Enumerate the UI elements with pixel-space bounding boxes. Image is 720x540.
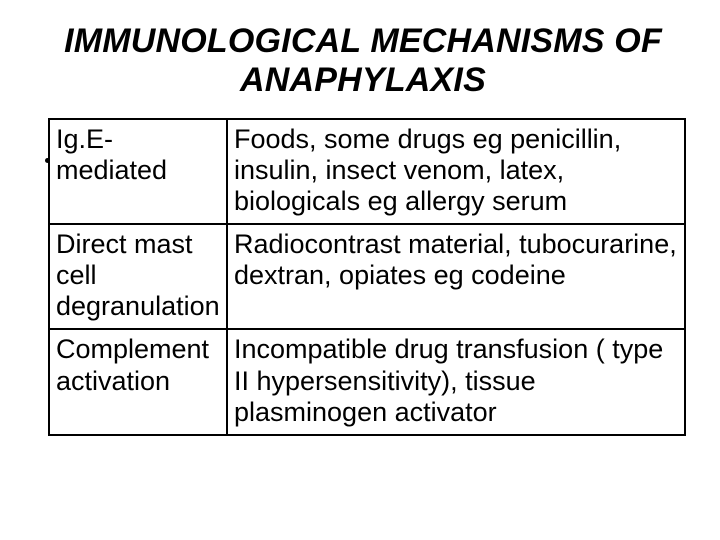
table-row: Ig.E-mediated Foods, some drugs eg penic…: [49, 119, 685, 224]
mechanism-cell: Complement activation: [49, 329, 227, 434]
examples-cell: Radiocontrast material, tubocurarine, de…: [227, 224, 685, 329]
table-row: Complement activation Incompatible drug …: [49, 329, 685, 434]
mechanisms-table: Ig.E-mediated Foods, some drugs eg penic…: [48, 118, 686, 435]
mechanisms-table-wrap: Ig.E-mediated Foods, some drugs eg penic…: [48, 118, 686, 435]
mechanism-cell: Direct mast cell degranulation: [49, 224, 227, 329]
table-row: Direct mast cell degranulation Radiocont…: [49, 224, 685, 329]
slide-title: IMMUNOLOGICAL MECHANISMS OF ANAPHYLAXIS: [40, 22, 686, 100]
examples-cell: Foods, some drugs eg penicillin, insulin…: [227, 119, 685, 224]
bullet-dot: [45, 158, 50, 163]
mechanism-cell: Ig.E-mediated: [49, 119, 227, 224]
examples-cell: Incompatible drug transfusion ( type II …: [227, 329, 685, 434]
